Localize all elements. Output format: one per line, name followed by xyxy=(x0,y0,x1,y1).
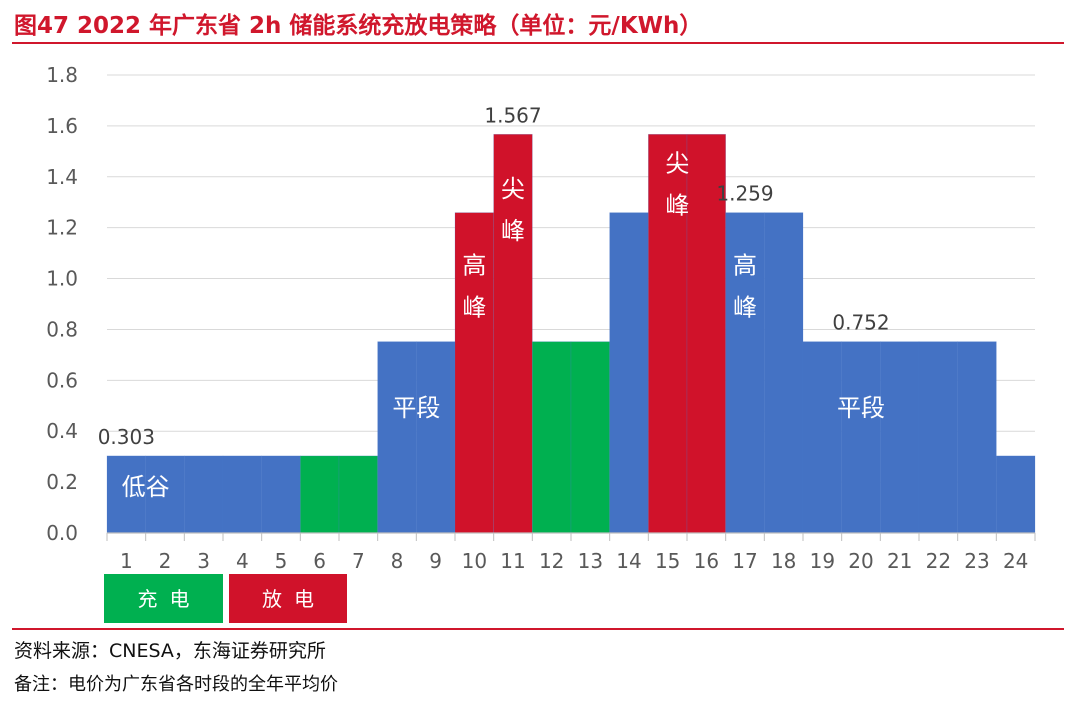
remark-note: 备注：电价为广东省各时段的全年平均价 xyxy=(14,674,338,695)
x-tick-label: 24 xyxy=(1003,549,1028,573)
y-tick-label: 0.8 xyxy=(46,317,78,341)
legend-swatch-charge xyxy=(104,574,223,623)
bar xyxy=(106,455,146,534)
legend-swatch-discharge xyxy=(229,574,347,623)
x-tick-label: 19 xyxy=(810,549,835,573)
x-tick-label: 13 xyxy=(578,549,603,573)
bar xyxy=(841,341,881,534)
bar xyxy=(222,455,262,534)
footer-divider xyxy=(12,628,1064,630)
y-tick-label: 0.6 xyxy=(46,368,78,392)
x-tick-label: 5 xyxy=(275,549,288,573)
period-label: 低谷 xyxy=(122,473,170,501)
x-tick-label: 23 xyxy=(964,549,989,573)
data-label: 1.259 xyxy=(716,182,773,206)
bar xyxy=(996,455,1036,534)
x-tick-label: 4 xyxy=(236,549,249,573)
bar xyxy=(300,455,340,534)
bar xyxy=(338,455,378,534)
bar xyxy=(416,341,456,534)
bar xyxy=(377,341,417,534)
y-tick-label: 1.8 xyxy=(46,63,78,87)
x-tick-label: 2 xyxy=(159,549,172,573)
title-divider xyxy=(12,42,1064,44)
bar xyxy=(880,341,920,534)
x-tick-label: 20 xyxy=(848,549,873,573)
y-tick-label: 1.0 xyxy=(46,267,78,291)
x-tick-label: 8 xyxy=(391,549,404,573)
bar xyxy=(918,341,958,534)
bar xyxy=(609,212,649,534)
period-label: 尖峰 xyxy=(501,175,525,245)
bar xyxy=(570,341,610,534)
bar xyxy=(145,455,185,534)
x-tick-label: 10 xyxy=(462,549,487,573)
y-tick-label: 1.6 xyxy=(46,114,78,138)
x-tick-label: 21 xyxy=(887,549,912,573)
bar xyxy=(725,212,765,534)
x-tick-label: 11 xyxy=(500,549,525,573)
bar xyxy=(957,341,997,534)
y-tick-label: 1.2 xyxy=(46,216,78,240)
x-tick-label: 14 xyxy=(616,549,641,573)
figure-title: 图47 2022 年广东省 2h 储能系统充放电策略（单位：元/KWh） xyxy=(14,13,703,39)
bar xyxy=(686,133,726,534)
period-label: 高峰 xyxy=(733,251,757,321)
y-tick-label: 0.0 xyxy=(46,521,78,545)
data-label: 0.303 xyxy=(98,425,155,449)
x-tick-label: 15 xyxy=(655,549,680,573)
bar xyxy=(184,455,224,534)
x-tick-label: 9 xyxy=(429,549,442,573)
bar xyxy=(764,212,804,534)
x-tick-label: 18 xyxy=(771,549,796,573)
x-tick-label: 16 xyxy=(694,549,719,573)
x-tick-label: 3 xyxy=(197,549,210,573)
x-tick-label: 7 xyxy=(352,549,365,573)
x-tick-label: 1 xyxy=(120,549,133,573)
data-label: 0.752 xyxy=(832,311,889,335)
bar xyxy=(532,341,572,534)
y-tick-label: 1.4 xyxy=(46,165,78,189)
period-label: 高峰 xyxy=(462,251,486,321)
x-tick-label: 6 xyxy=(313,549,326,573)
legend-label-charge: 充电 xyxy=(138,587,202,611)
period-label: 平段 xyxy=(837,394,885,422)
y-tick-label: 0.4 xyxy=(46,419,78,443)
x-tick-label: 17 xyxy=(732,549,757,573)
source-note: 资料来源：CNESA，东海证券研究所 xyxy=(14,640,326,662)
legend-label-discharge: 放电 xyxy=(262,587,326,611)
y-tick-label: 0.2 xyxy=(46,470,78,494)
bar xyxy=(493,133,533,534)
tariff-strategy-chart: 0.00.20.40.60.81.01.21.41.61.81 2 3 4 5 6 7 8 9 1… xyxy=(46,63,1036,623)
x-tick-label: 12 xyxy=(539,549,564,573)
data-label: 1.567 xyxy=(484,103,541,127)
bar xyxy=(802,341,842,534)
x-tick-label: 22 xyxy=(926,549,951,573)
bar xyxy=(261,455,301,534)
period-label: 尖峰 xyxy=(665,150,689,220)
period-label: 平段 xyxy=(392,394,440,422)
bar xyxy=(648,133,688,534)
